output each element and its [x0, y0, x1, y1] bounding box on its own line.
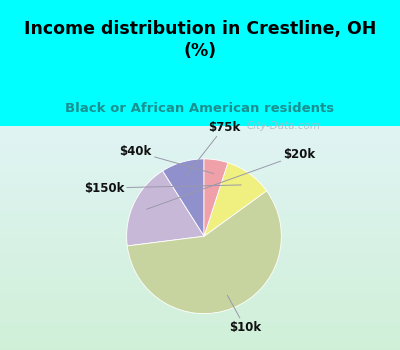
Text: $40k: $40k: [120, 145, 214, 174]
Wedge shape: [204, 163, 266, 236]
Wedge shape: [204, 159, 228, 236]
Wedge shape: [162, 159, 204, 236]
Text: $20k: $20k: [147, 148, 316, 209]
Text: Black or African American residents: Black or African American residents: [66, 102, 334, 115]
Wedge shape: [127, 171, 204, 246]
Text: $150k: $150k: [84, 182, 241, 195]
Text: City-Data.com: City-Data.com: [246, 121, 320, 131]
Wedge shape: [127, 191, 281, 314]
Text: $75k: $75k: [186, 120, 240, 175]
Text: Income distribution in Crestline, OH
(%): Income distribution in Crestline, OH (%): [24, 20, 376, 61]
Text: $10k: $10k: [227, 295, 261, 334]
